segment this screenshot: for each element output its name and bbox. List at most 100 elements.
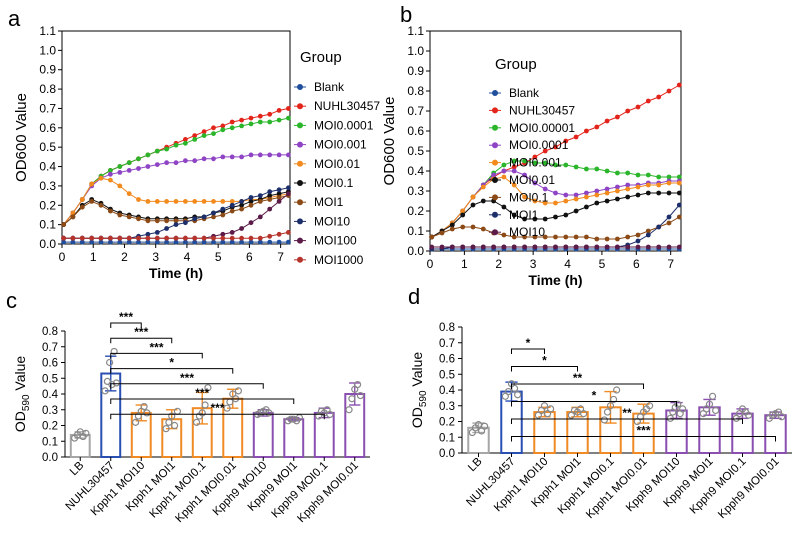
replicate-point (600, 416, 608, 424)
data-point (89, 239, 95, 245)
data-point (625, 182, 631, 188)
data-point (522, 158, 527, 164)
category-label: Kpph1 MOI10 (89, 460, 148, 519)
bracket-line (511, 348, 545, 354)
data-point (136, 235, 141, 241)
data-point (522, 234, 527, 240)
replicate-point (514, 391, 522, 399)
replicate-point (112, 379, 121, 387)
data-point (145, 231, 151, 237)
replicate-point (204, 384, 212, 392)
data-point (625, 244, 631, 250)
y-tick-label: 0.6 (407, 124, 424, 138)
data-point (126, 235, 132, 241)
series-MOI0.01 (429, 190, 682, 240)
data-point (656, 190, 662, 196)
y-tick-label: 0.5 (439, 369, 455, 381)
data-point (117, 239, 123, 245)
y-tick-label: 0.7 (39, 101, 56, 115)
data-point (154, 239, 160, 245)
data-point (656, 174, 662, 180)
data-point (573, 164, 579, 170)
data-point (532, 198, 538, 204)
data-point (276, 231, 282, 237)
data-point (480, 184, 486, 190)
y-tick-label: 0.7 (439, 338, 455, 350)
data-point (656, 224, 662, 230)
data-point (276, 195, 282, 200)
bar (252, 411, 274, 458)
data-point (511, 164, 517, 170)
data-point (126, 191, 132, 197)
bar-group-LB: LB (466, 421, 490, 474)
replicate-point (192, 418, 201, 426)
y-tick-label: 0.9 (39, 63, 56, 77)
x-tick-label: 1 (90, 250, 97, 264)
series-line (63, 154, 289, 225)
data-point (276, 108, 282, 113)
legend-swatch-marker (297, 180, 303, 186)
data-point (70, 235, 76, 241)
legend-swatch-marker (492, 124, 498, 131)
x-tick-label: 2 (495, 257, 502, 271)
data-point (553, 144, 558, 150)
data-point (625, 234, 631, 240)
data-point (70, 214, 76, 220)
data-point (248, 239, 254, 245)
data-point (257, 193, 263, 199)
data-point (248, 115, 254, 121)
category-label: Kpph9 MOI10 (211, 460, 270, 519)
data-point (470, 194, 476, 200)
bar-chart-c: 0.0 0.1 0.2 0.3 0.4 0.5 0.6 0.7 0.8 OD590 Value LB… (12, 310, 370, 525)
legend-label: MOI10 (509, 225, 545, 239)
data-point (532, 180, 538, 186)
data-point (676, 214, 682, 220)
y-tick-label: 0.2 (39, 198, 56, 212)
data-point (183, 235, 188, 241)
data-point (108, 177, 113, 183)
data-point (666, 220, 672, 226)
data-point (584, 244, 589, 250)
data-point (183, 199, 188, 204)
data-point (145, 235, 151, 241)
data-point (594, 200, 600, 206)
y-tick-label: 0.1 (407, 224, 424, 238)
significance-bracket: * (511, 389, 677, 407)
legend-label: MOI1000 (314, 253, 364, 267)
replicate-point (353, 380, 362, 389)
bracket-line (110, 352, 203, 359)
significance-label: *** (210, 401, 224, 415)
data-point (511, 158, 517, 164)
data-point (676, 202, 682, 208)
replicate-point (745, 411, 753, 419)
data-point (117, 212, 123, 218)
data-point (229, 125, 235, 131)
significance-label: *** (149, 340, 163, 354)
data-point (154, 235, 160, 241)
data-point (173, 222, 179, 228)
replicate-point (679, 405, 687, 413)
legend-swatch-marker (297, 237, 303, 244)
y-axis-label-main: OD (12, 411, 28, 432)
replicate-point (165, 418, 173, 426)
data-point (211, 125, 216, 131)
data-point (89, 181, 95, 187)
legend-swatch-marker (492, 229, 498, 236)
data-point (584, 166, 589, 172)
data-point (229, 154, 235, 160)
data-point (117, 170, 123, 175)
y-tick-label: 0.0 (439, 448, 455, 460)
data-point (267, 233, 273, 239)
data-point (89, 199, 95, 204)
data-point (164, 199, 170, 204)
series-MOI0.1 (429, 214, 682, 242)
legend-swatch-marker (297, 122, 303, 129)
legend-title: Group (495, 56, 537, 73)
data-point (656, 94, 662, 100)
y-axis-label: OD600 Value (381, 97, 398, 186)
data-point (61, 235, 66, 241)
replicate-point (108, 380, 116, 389)
legend-swatch-marker (492, 107, 498, 114)
x-tick-label: 5 (599, 257, 606, 271)
